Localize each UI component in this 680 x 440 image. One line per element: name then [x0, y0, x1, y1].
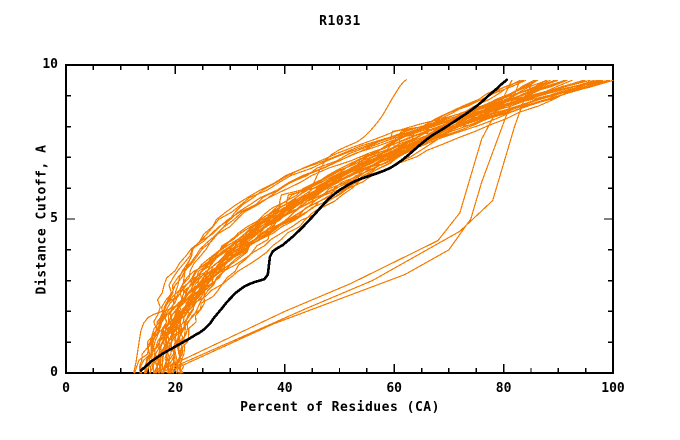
- ensemble-curve-13: [148, 79, 556, 374]
- plot-curves: [133, 78, 614, 374]
- ensemble-curve-7: [149, 79, 547, 374]
- ensemble-low-curve-2: [151, 79, 591, 374]
- ensemble-curve-31: [176, 79, 600, 374]
- ensemble-curve-28: [167, 79, 614, 374]
- breakaway-curve-1: [161, 79, 535, 373]
- x-tick-label-3: 60: [386, 381, 403, 396]
- ensemble-curve-30: [179, 79, 603, 374]
- x-tick-label-1: 20: [167, 381, 184, 396]
- ensemble-curve-17: [159, 79, 568, 374]
- ensemble-curve-18: [154, 79, 573, 374]
- ensemble-curve-24: [162, 79, 586, 374]
- plot-axes: [65, 64, 614, 374]
- ensemble-curve-21: [158, 79, 603, 374]
- ensemble-low-curve-0: [145, 79, 601, 374]
- x-tick-label-0: 0: [62, 381, 70, 396]
- series-outlier-prediction: [133, 79, 407, 373]
- ensemble-curve-26: [175, 79, 602, 374]
- ensemble-curve-6: [144, 79, 557, 374]
- x-axis-label: Percent of Residues (CA): [240, 400, 440, 415]
- ensemble-curve-27: [177, 79, 584, 374]
- ensemble-curve-12: [156, 79, 538, 374]
- breakaway-curve-2: [166, 79, 521, 373]
- y-tick-label-0: 0: [50, 365, 58, 380]
- y-tick-label-1: 5: [50, 211, 58, 226]
- ensemble-curve-15: [166, 79, 566, 374]
- ensemble-low-curve-6: [176, 79, 614, 374]
- x-tick-label-4: 80: [495, 381, 512, 396]
- ensemble-curve-10: [144, 79, 565, 374]
- series-reference: [139, 78, 509, 372]
- ensemble-curve-2: [138, 79, 527, 374]
- ensemble-curve-14: [157, 79, 584, 374]
- ensemble-curve-25: [171, 79, 598, 374]
- x-tick-label-2: 40: [276, 381, 293, 396]
- x-tick-label-5: 100: [601, 381, 625, 396]
- plot-frame: [65, 64, 614, 374]
- breakaway-curve-0: [155, 79, 513, 373]
- chart-title: R1031: [319, 14, 361, 29]
- ensemble-low-curve-5: [166, 79, 610, 374]
- ensemble-curve-29: [173, 79, 614, 374]
- y-tick-label-2: 10: [42, 57, 58, 72]
- ensemble-curve-22: [166, 79, 595, 374]
- ensemble-low-curve-4: [162, 79, 604, 374]
- ensemble-curve-8: [153, 79, 537, 374]
